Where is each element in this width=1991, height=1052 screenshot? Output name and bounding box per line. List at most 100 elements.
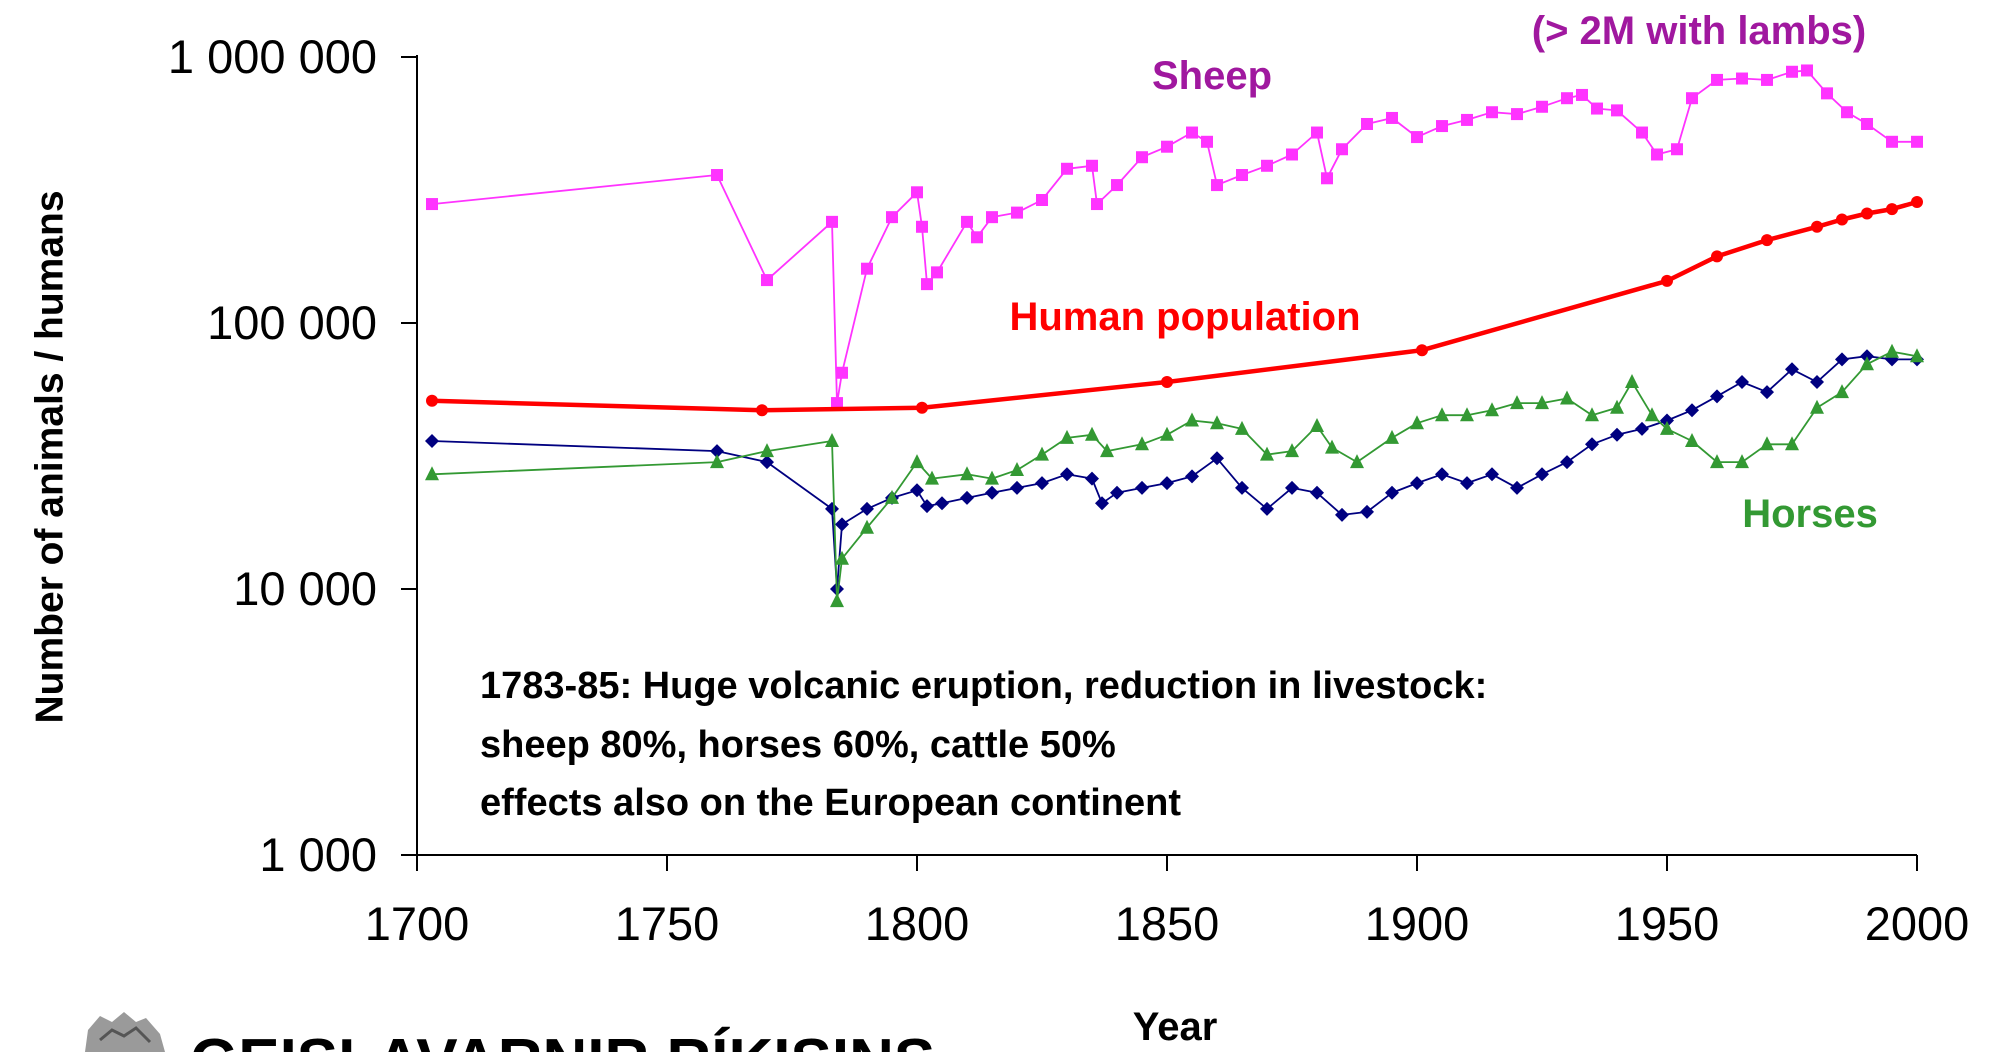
point	[1785, 362, 1799, 377]
point	[1160, 426, 1174, 441]
point	[1210, 451, 1224, 466]
point	[1060, 429, 1074, 444]
point	[1685, 403, 1699, 418]
x-tick-label: 1850	[1115, 897, 1220, 950]
point	[1260, 446, 1274, 461]
annotation: sheep 80%, horses 60%, cattle 50%	[480, 724, 1116, 766]
point	[1210, 415, 1224, 430]
point	[1510, 480, 1524, 495]
x-tick-label: 1950	[1615, 897, 1720, 950]
point	[1785, 436, 1799, 451]
series-label: Human population	[1009, 295, 1360, 339]
point	[916, 220, 928, 233]
point	[1786, 65, 1798, 78]
point	[1841, 106, 1853, 119]
point	[825, 501, 839, 516]
point	[1350, 454, 1364, 469]
point	[1035, 446, 1049, 461]
point	[1801, 64, 1813, 77]
point	[1110, 485, 1124, 500]
point	[1235, 420, 1249, 435]
point	[760, 443, 774, 458]
point	[885, 489, 899, 504]
point	[1885, 343, 1899, 358]
point	[426, 394, 438, 407]
point	[1235, 480, 1249, 495]
point	[916, 401, 928, 414]
point	[1086, 159, 1098, 172]
point	[830, 593, 844, 608]
point	[761, 274, 773, 287]
point	[1760, 385, 1774, 400]
point	[1360, 504, 1374, 519]
series-line	[431, 355, 1917, 590]
point	[920, 499, 934, 514]
point	[1260, 501, 1274, 516]
point	[835, 550, 849, 565]
point	[1821, 87, 1833, 100]
point	[425, 466, 439, 481]
point	[1161, 376, 1173, 389]
point	[1161, 140, 1173, 153]
point	[1761, 73, 1773, 86]
point	[1625, 374, 1639, 389]
point	[960, 466, 974, 481]
point	[1511, 108, 1523, 121]
point	[1671, 143, 1683, 156]
point	[935, 496, 949, 511]
point	[1035, 476, 1049, 491]
point	[1810, 399, 1824, 414]
point	[1861, 117, 1873, 130]
point	[1711, 250, 1723, 263]
point	[1095, 496, 1109, 511]
point	[860, 519, 874, 534]
point	[1735, 375, 1749, 390]
point	[1811, 220, 1823, 233]
point	[910, 454, 924, 469]
point	[1810, 375, 1824, 390]
point	[1535, 395, 1549, 410]
point	[1760, 436, 1774, 451]
point	[1310, 417, 1324, 432]
series-line	[431, 350, 1918, 603]
point	[1461, 113, 1473, 126]
point	[1311, 126, 1323, 139]
point	[1411, 131, 1423, 144]
point	[1685, 433, 1699, 448]
point	[1835, 384, 1849, 399]
point	[1136, 151, 1148, 164]
point	[826, 215, 838, 228]
point	[1561, 92, 1573, 105]
point	[426, 198, 438, 211]
point	[1135, 436, 1149, 451]
point	[1201, 135, 1213, 148]
point	[1010, 462, 1024, 477]
point	[1836, 213, 1848, 226]
point	[1410, 476, 1424, 491]
point	[1416, 344, 1428, 357]
point	[1436, 120, 1448, 133]
point	[1576, 88, 1588, 101]
point	[1911, 135, 1923, 148]
point	[971, 231, 983, 244]
x-tick-label: 1900	[1365, 897, 1470, 950]
point	[931, 266, 943, 279]
point	[1111, 179, 1123, 192]
point	[1560, 390, 1574, 405]
point	[1285, 480, 1299, 495]
point	[1385, 485, 1399, 500]
x-tick-label: 2000	[1865, 897, 1970, 950]
x-axis-label: Year	[1133, 1005, 1218, 1049]
point	[1510, 395, 1524, 410]
point	[861, 262, 873, 275]
annotation: (> 2M with lambs)	[1532, 9, 1867, 53]
point	[1536, 100, 1548, 113]
point	[825, 433, 839, 448]
point	[886, 211, 898, 224]
point	[1535, 467, 1549, 482]
point	[1335, 507, 1349, 522]
point	[1610, 427, 1624, 442]
point	[1185, 469, 1199, 484]
point	[756, 404, 768, 417]
